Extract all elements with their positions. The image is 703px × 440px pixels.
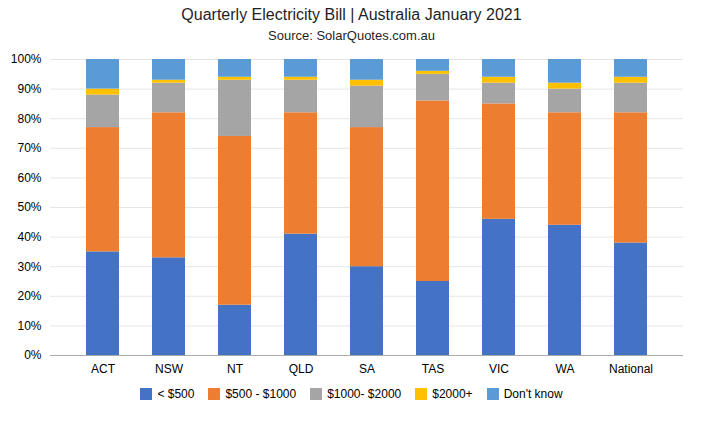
svg-text:SA: SA	[359, 362, 375, 376]
svg-text:WA: WA	[556, 362, 575, 376]
html-text:$1000- $2000: $1000- $2000	[327, 387, 402, 401]
svg-text:0%: 0%	[24, 348, 42, 362]
svg-text:100%: 100%	[11, 52, 42, 66]
svg-text:VIC: VIC	[489, 362, 509, 376]
svg-text:50%: 50%	[17, 200, 41, 214]
svg-text:20%: 20%	[17, 289, 41, 303]
html-text:$2000+: $2000+	[432, 387, 473, 401]
html-text:Don't know: Don't know	[503, 387, 563, 401]
html-text:< $500: < $500	[157, 387, 195, 401]
svg-text:10%: 10%	[17, 319, 41, 333]
svg-text:NSW: NSW	[155, 362, 184, 376]
svg-text:National: National	[609, 362, 653, 376]
html-text:Quarterly Electricity Bill | A: Quarterly Electricity Bill | Australia J…	[181, 6, 522, 23]
svg-text:QLD: QLD	[289, 362, 314, 376]
html-text:Source: SolarQuotes.com.au: Source: SolarQuotes.com.au	[268, 28, 435, 43]
svg-text:70%: 70%	[17, 141, 41, 155]
html-text:$500 - $1000: $500 - $1000	[225, 387, 297, 401]
svg-text:80%: 80%	[17, 112, 41, 126]
svg-text:ACT: ACT	[91, 362, 116, 376]
svg-text:TAS: TAS	[422, 362, 444, 376]
svg-text:60%: 60%	[17, 171, 41, 185]
svg-text:90%: 90%	[17, 82, 41, 96]
svg-text:40%: 40%	[17, 230, 41, 244]
svg-text:30%: 30%	[17, 260, 41, 274]
svg-text:NT: NT	[227, 362, 244, 376]
